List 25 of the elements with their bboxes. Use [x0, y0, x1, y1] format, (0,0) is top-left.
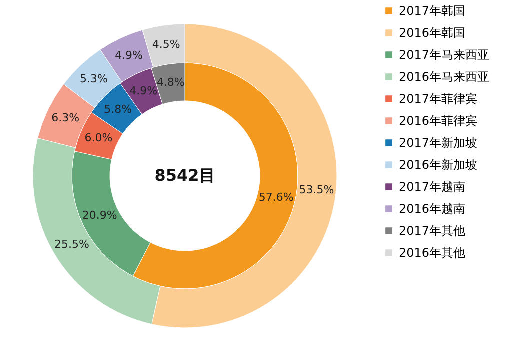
legend-label: 2016年韩国: [399, 26, 466, 40]
data-label: 5.8%: [104, 102, 132, 116]
legend-label: 2016年马来西亚: [399, 70, 490, 84]
legend-label: 2017年越南: [399, 180, 466, 194]
text: 8542目: [154, 166, 216, 185]
legend-label: 2016年越南: [399, 202, 466, 216]
data-label: 6.0%: [84, 132, 113, 145]
legend-label: 2016年菲律宾: [399, 114, 478, 128]
legend-label: 2017年菲律宾: [399, 92, 478, 106]
legend-label: 2017年韩国: [399, 4, 466, 18]
legend-label: 2017年马来西亚: [399, 48, 490, 62]
data-label: 57.6%: [258, 191, 294, 204]
data-label: 4.5%: [152, 38, 180, 51]
data-label: 53.5%: [299, 184, 334, 197]
data-label: 6.3%: [52, 111, 80, 124]
legend-label: 2017年其他: [399, 224, 466, 238]
data-label: 4.9%: [114, 48, 143, 62]
data-label: 4.9%: [130, 84, 158, 98]
legend-label: 2017年新加坡: [399, 136, 478, 150]
data-label: 5.3%: [80, 72, 108, 86]
legend-label: 2016年新加坡: [399, 158, 478, 172]
data-label: 4.8%: [156, 76, 185, 90]
legend-label: 2016年其他: [399, 246, 466, 260]
data-label: 25.5%: [54, 238, 90, 252]
data-label: 20.9%: [82, 208, 118, 222]
